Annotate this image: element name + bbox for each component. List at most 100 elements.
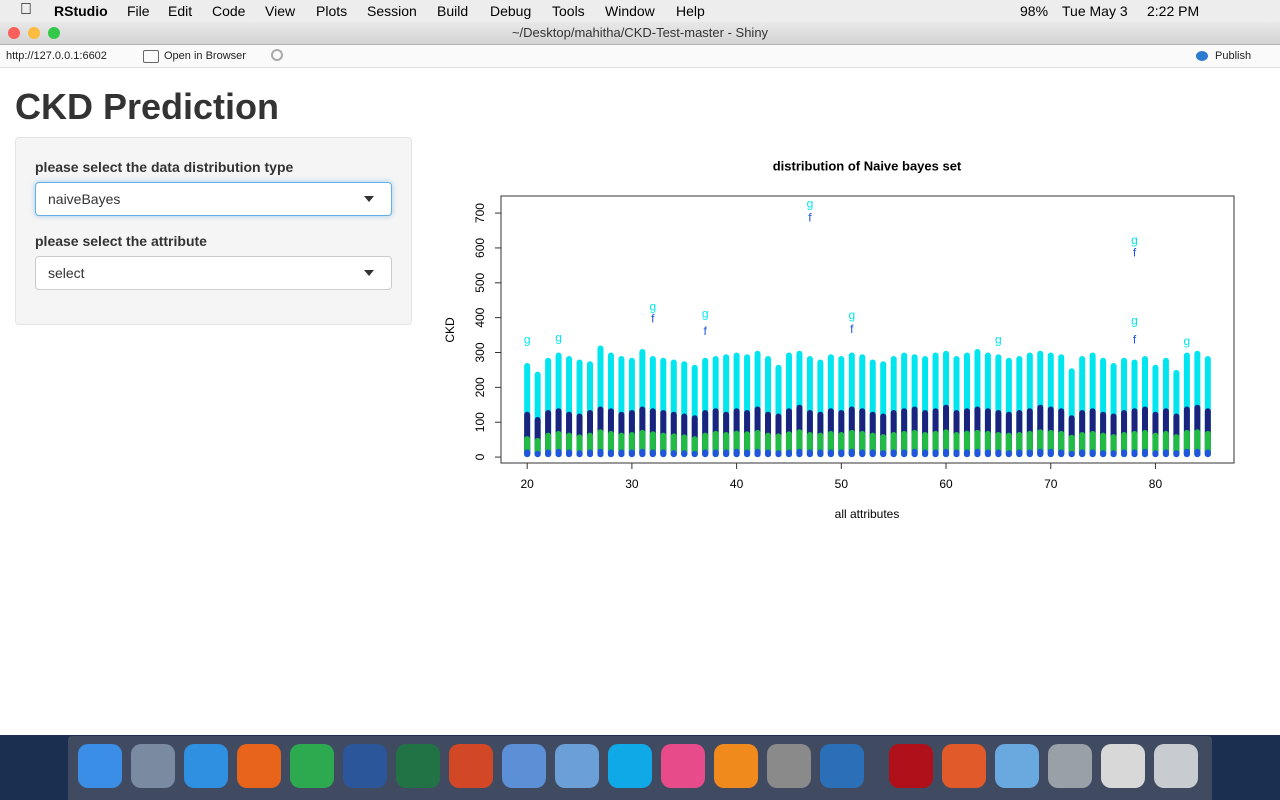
point-column	[691, 450, 698, 458]
dock-icon[interactable]	[555, 744, 599, 788]
menu-item[interactable]: View	[265, 3, 296, 19]
point-column	[555, 448, 562, 458]
point-column	[1110, 450, 1117, 458]
dock-icon[interactable]	[449, 744, 493, 788]
dock-icon[interactable]	[290, 744, 334, 788]
dock	[68, 736, 1212, 800]
refresh-button[interactable]	[271, 49, 283, 61]
point-column	[639, 448, 646, 458]
rstudio-window: ~/Desktop/mahitha/CKD-Test-master - Shin…	[0, 22, 1280, 735]
point-column	[1141, 448, 1148, 458]
zoom-button[interactable]	[48, 27, 60, 39]
x-tick-label: 80	[1149, 477, 1163, 491]
point-column	[712, 449, 719, 458]
point-column	[880, 450, 887, 458]
menu-item[interactable]: Tools	[552, 3, 585, 19]
menu-item[interactable]: Help	[676, 3, 705, 19]
input-label: please select the attribute	[35, 233, 207, 249]
dock-icon[interactable]	[1048, 744, 1092, 788]
menu-item[interactable]: Window	[605, 3, 655, 19]
minimize-button[interactable]	[28, 27, 40, 39]
sidebar-panel: please select the data distribution type…	[15, 137, 412, 325]
open-in-browser[interactable]: Open in Browser	[164, 50, 246, 62]
battery: 98%	[1020, 3, 1049, 19]
point-column	[618, 449, 625, 458]
dock-icon[interactable]	[343, 744, 387, 788]
x-tick-label: 20	[520, 477, 534, 491]
point-column	[1047, 448, 1054, 458]
point-column	[1162, 449, 1169, 458]
point-column	[1204, 449, 1211, 458]
point-column	[785, 449, 792, 458]
point-column	[1016, 449, 1023, 458]
dock-icon[interactable]	[661, 744, 705, 788]
point-column	[597, 448, 604, 458]
date: Tue May 3	[1062, 3, 1128, 19]
browser-icon	[143, 50, 159, 63]
point-column	[775, 450, 782, 458]
y-tick-label: 400	[473, 307, 487, 327]
point-column	[1089, 449, 1096, 458]
menu-bar:  98% Tue May 3 2:22 PM RStudio File Edit C…	[0, 0, 1280, 22]
menu-item[interactable]: RStudio	[54, 3, 108, 19]
dock-icon[interactable]	[714, 744, 758, 788]
point-column	[838, 449, 845, 458]
dock-icon[interactable]	[184, 744, 228, 788]
point-column	[995, 449, 1002, 458]
point-column	[932, 449, 939, 458]
point-column	[974, 448, 981, 458]
dock-icon[interactable]	[78, 744, 122, 788]
point-label: g	[1184, 334, 1191, 348]
dock-icon[interactable]	[889, 744, 933, 788]
menu-item[interactable]: Debug	[490, 3, 532, 19]
point-column	[1183, 448, 1190, 458]
point-column	[660, 449, 667, 458]
app-title: CKD Prediction	[15, 86, 280, 127]
menu-item[interactable]: Build	[437, 3, 469, 19]
dock-icon[interactable]	[237, 744, 281, 788]
point-column	[765, 449, 772, 458]
y-tick-label: 600	[473, 238, 487, 258]
menu-item[interactable]: Plots	[316, 3, 348, 19]
point-column	[1194, 448, 1201, 458]
publish-button[interactable]: Publish	[1215, 50, 1252, 62]
dock-icon[interactable]	[942, 744, 986, 788]
point-column	[1121, 449, 1128, 458]
url: http://127.0.0.1:6602	[6, 50, 107, 62]
point-label: g	[995, 332, 1002, 346]
select-input[interactable]: naiveBayes	[35, 182, 392, 216]
dock-icon[interactable]	[502, 744, 546, 788]
point-label: g	[524, 332, 531, 346]
y-axis-label: CKD	[443, 317, 457, 343]
point-column	[1068, 450, 1075, 458]
dock-icon[interactable]	[767, 744, 811, 788]
point-column	[806, 449, 813, 458]
point-column	[607, 449, 614, 458]
apple-menu[interactable]: 	[20, 1, 32, 19]
point-label: g	[1131, 233, 1138, 247]
dock-icon[interactable]	[1101, 744, 1145, 788]
dock-icon[interactable]	[1154, 744, 1198, 788]
menu-item[interactable]: Session	[367, 3, 417, 19]
plot-frame	[500, 195, 1235, 464]
menu-item[interactable]: Edit	[168, 3, 193, 19]
point-column	[869, 449, 876, 458]
x-tick-label: 30	[625, 477, 639, 491]
dock-icon[interactable]	[396, 744, 440, 788]
point-label: f	[850, 322, 854, 336]
input-label: please select the data distribution type	[35, 159, 294, 175]
close-button[interactable]	[8, 27, 20, 39]
menu-item[interactable]: File	[127, 3, 150, 19]
select-input[interactable]: select	[35, 256, 392, 290]
point-column	[817, 449, 824, 458]
chart-title: distribution of Naive bayes set	[773, 158, 962, 173]
dock-icon[interactable]	[608, 744, 652, 788]
menu-item[interactable]: Code	[212, 3, 246, 19]
dock-icon[interactable]	[995, 744, 1039, 788]
point-label: f	[704, 324, 708, 338]
dock-icon[interactable]	[131, 744, 175, 788]
point-label: g	[1131, 313, 1138, 327]
dock-icon[interactable]	[820, 744, 864, 788]
